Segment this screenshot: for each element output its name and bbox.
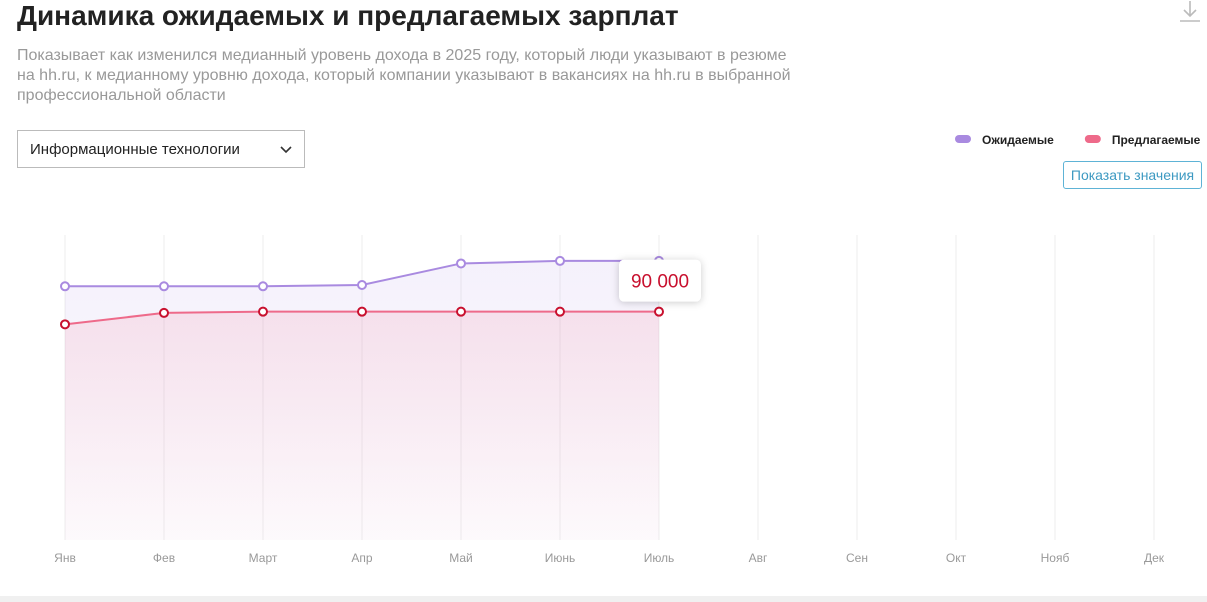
x-tick-label: Июнь — [545, 551, 576, 565]
legend-swatch — [955, 135, 971, 143]
subtitle: Показывает как изменился медианный урове… — [17, 47, 791, 104]
value-label: 90 000 — [631, 272, 689, 293]
x-tick-label: Сен — [846, 551, 868, 565]
title: Динамика ожидаемых и предлагаемых зарпла… — [17, 0, 679, 31]
x-tick-label: Дек — [1144, 551, 1165, 565]
x-tick-label: Авг — [749, 551, 768, 565]
point — [258, 306, 268, 317]
tooltip-box — [619, 259, 701, 302]
x-tick-label: Март — [249, 551, 278, 565]
point — [60, 319, 70, 330]
x-tick-label: Фев — [153, 551, 175, 565]
point — [60, 281, 70, 292]
x-tick-label: Апр — [351, 551, 373, 565]
point — [159, 281, 169, 292]
legend-swatch — [1084, 135, 1101, 143]
point — [357, 280, 367, 291]
dropdown[interactable]: Информационные технологии — [17, 130, 305, 168]
point — [456, 306, 466, 317]
tooltip: 90 000 — [619, 259, 701, 302]
point — [159, 307, 169, 318]
legend-label: Предлагаемые — [1112, 133, 1201, 147]
download-icon[interactable] — [1178, 0, 1202, 24]
point — [654, 306, 664, 317]
area — [65, 311, 659, 540]
footer-bar — [0, 596, 1207, 602]
point — [357, 306, 367, 317]
dropdown-text: Информационные технологии — [30, 141, 240, 158]
legend-label: Ожидаемые — [982, 133, 1054, 147]
x-tick-label: Июль — [644, 551, 675, 565]
show-values-button[interactable]: Показать значения — [1063, 161, 1202, 189]
x-tick-label: Май — [449, 551, 473, 565]
chevron — [280, 146, 292, 154]
point — [555, 255, 565, 266]
point — [258, 281, 268, 292]
point — [555, 306, 565, 317]
point — [456, 258, 466, 269]
x-tick-label: Янв — [54, 551, 76, 565]
x-tick-label: Окт — [946, 551, 967, 565]
x-tick-label: Нояб — [1041, 551, 1070, 565]
